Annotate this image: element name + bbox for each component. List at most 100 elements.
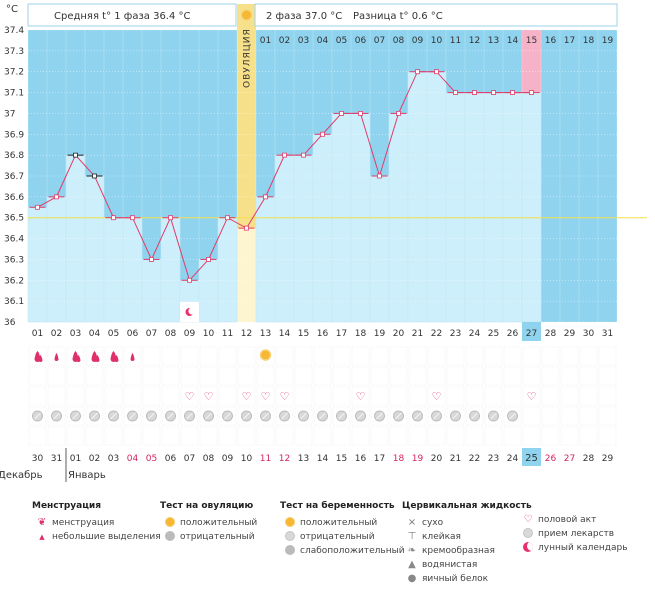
legend-item: положительный <box>280 516 405 530</box>
pill-icon-line <box>148 412 155 420</box>
grid-cell <box>579 366 598 386</box>
legend-item: отрицательный <box>160 530 257 544</box>
grid-cell <box>275 366 294 386</box>
y-tick-label: 36.3 <box>4 255 24 265</box>
grid-cell <box>123 386 142 406</box>
day-label: 27 <box>526 329 537 339</box>
cycle-day-label: 12 <box>469 36 480 46</box>
grid-cell <box>446 386 465 406</box>
temperature-bar <box>141 259 162 323</box>
pill-icon-line <box>34 412 41 420</box>
legend-ovulation-title: Тест на овуляцию <box>160 501 254 511</box>
grid-cell <box>332 386 351 406</box>
grid-cell <box>598 406 617 426</box>
menstruation-drop-icon <box>76 355 81 362</box>
menstruation-drop-icon <box>95 355 100 362</box>
temperature-point <box>263 194 268 200</box>
legend-cervical-title: Цервикальная жидкость <box>402 501 532 511</box>
grid-cell <box>408 366 427 386</box>
grid-cell <box>370 366 389 386</box>
legend-item: прием лекарств <box>518 527 628 541</box>
grid-cell <box>560 386 579 406</box>
grid-cell <box>408 426 427 446</box>
grid-cell <box>408 386 427 406</box>
date-label: 30 <box>32 454 44 464</box>
date-label: 27 <box>564 454 575 464</box>
grid-cell <box>598 346 617 366</box>
heart-icon: ♡ <box>204 390 214 403</box>
cycle-day-label: 06 <box>355 36 367 46</box>
pill-icon-line <box>167 412 174 420</box>
date-label: 11 <box>260 454 271 464</box>
pill-icon-line <box>471 412 478 420</box>
date-label: 16 <box>355 454 367 464</box>
temperature-point <box>206 257 211 262</box>
pill-icon-line <box>395 412 402 420</box>
temperature-point <box>434 69 439 75</box>
day-label: 28 <box>545 329 557 339</box>
grid-cell <box>199 426 218 446</box>
temperature-point <box>130 215 135 221</box>
grid-cell <box>218 346 237 366</box>
moon-icon <box>522 542 534 554</box>
month-next-label: Январь <box>68 470 106 481</box>
day-label: 16 <box>317 329 329 339</box>
grid-cell <box>180 366 199 386</box>
y-tick-label: 36.7 <box>4 172 24 182</box>
y-tick-label: 37 <box>4 109 15 119</box>
y-tick-label: 37.4 <box>4 26 24 36</box>
grid-cell <box>161 346 180 366</box>
day-label: 31 <box>602 329 613 339</box>
y-tick-label: 36.6 <box>4 193 24 203</box>
grid-cell <box>446 426 465 446</box>
header-phase1-box <box>27 3 237 27</box>
menstruation-drop-icon <box>38 355 43 362</box>
cycle-day-label: 11 <box>450 36 461 46</box>
legend-pregnancy-test: Тест на беременность положительный отриц… <box>280 501 405 558</box>
ovulation-label: ОВУЛЯЦИЯ <box>243 28 253 88</box>
temperature-point <box>358 111 363 116</box>
dry-icon: × <box>407 517 417 528</box>
pill-icon-line <box>205 412 212 420</box>
sun-icon <box>241 9 252 21</box>
grid-cell <box>237 426 256 446</box>
grid-cell <box>351 426 370 446</box>
temperature-point <box>510 90 515 95</box>
grid-cell <box>370 426 389 446</box>
temperature-bar <box>521 92 542 323</box>
cycle-day-label: 01 <box>260 36 271 46</box>
grid-cell <box>161 426 180 446</box>
pill-icon-line <box>357 412 364 420</box>
sticky-icon: ⊤ <box>407 531 417 542</box>
grid-cell <box>237 346 256 366</box>
grid-cell <box>256 426 275 446</box>
grid-cell <box>484 426 503 446</box>
day-label: 21 <box>412 329 423 339</box>
grid-cell <box>560 426 579 446</box>
grid-cell <box>161 366 180 386</box>
temperature-point <box>54 194 59 200</box>
moon-icon-cutout <box>188 307 196 315</box>
cycle-day-label: 13 <box>488 36 499 46</box>
grid-cell <box>218 366 237 386</box>
pill-icon-line <box>262 412 269 420</box>
legend-item: × сухо <box>407 517 444 528</box>
legend-item: ⊤ клейкая <box>407 531 461 542</box>
day-label: 15 <box>298 329 309 339</box>
grid-cell <box>579 426 598 446</box>
grid-cell <box>47 386 66 406</box>
grid-cell <box>332 346 351 366</box>
creamy-icon: ❧ <box>407 545 417 556</box>
sun-negative-icon <box>164 531 176 543</box>
day-label: 11 <box>222 329 233 339</box>
pill-icon-line <box>186 412 193 420</box>
temperature-point <box>92 173 97 179</box>
legend-item: ❦ менструация <box>37 517 115 528</box>
small-drop-icon: ▲ <box>39 533 45 541</box>
date-label: 28 <box>583 454 595 464</box>
temperature-point <box>377 173 382 179</box>
grid-cell <box>389 386 408 406</box>
heart-icon: ♡ <box>280 390 290 403</box>
grid-cell <box>85 386 104 406</box>
y-tick-label: 36.8 <box>4 151 24 161</box>
